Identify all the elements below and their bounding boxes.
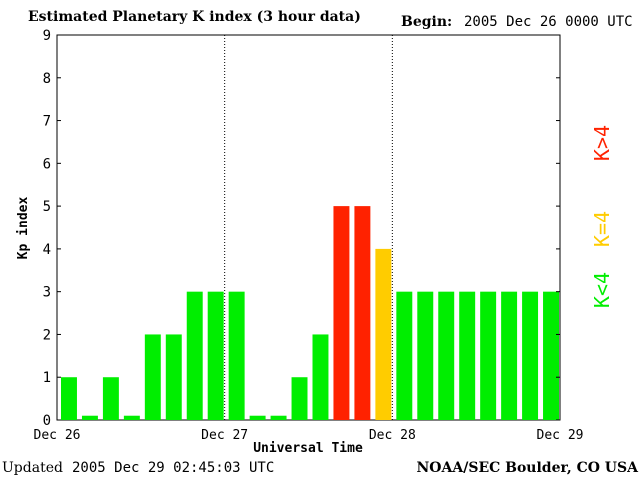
y-tick-label: 9 <box>43 28 51 44</box>
y-axis-label: Kp index <box>16 197 31 260</box>
kp-bar <box>61 377 77 420</box>
legend: K>4 K=4 K<4 <box>590 125 614 308</box>
kp-bar <box>291 377 308 420</box>
kp-bar <box>459 291 476 420</box>
kp-bar <box>228 291 245 420</box>
kp-bar <box>144 334 161 420</box>
y-tick-label: 8 <box>43 71 51 87</box>
plot-frame <box>56 34 561 421</box>
kp-bar <box>207 291 224 420</box>
x-tick-label: Dec 26 <box>34 428 81 443</box>
updated-label: Updated <box>2 460 63 476</box>
y-tick-label: 7 <box>43 114 51 130</box>
kp-bar <box>543 291 559 420</box>
legend-entry: K<4 <box>590 272 614 308</box>
kp-bar <box>249 415 266 420</box>
kp-bar <box>375 248 392 420</box>
updated-value: 2005 Dec 29 02:45:03 UTC <box>72 460 275 476</box>
kp-bar <box>270 415 287 420</box>
kp-bar <box>81 415 98 420</box>
begin-label: Begin: <box>401 14 453 30</box>
legend-entry: K=4 <box>590 211 614 247</box>
kp-bar <box>102 377 119 420</box>
chart-title: Estimated Planetary K index (3 hour data… <box>28 9 361 25</box>
kp-bar <box>438 291 455 420</box>
kp-bar <box>333 206 350 420</box>
y-tick-label: 5 <box>43 199 51 215</box>
kp-bar <box>354 206 371 420</box>
plot-area <box>56 34 561 421</box>
x-tick-label: Dec 27 <box>201 428 248 443</box>
kp-bar <box>312 334 329 420</box>
bars-group <box>61 206 559 420</box>
source-credit: NOAA/SEC Boulder, CO USA <box>416 460 639 476</box>
kp-bar <box>501 291 518 420</box>
y-tick-label: 2 <box>43 327 51 343</box>
y-tick-label: 4 <box>43 242 51 258</box>
kp-bar <box>186 291 203 420</box>
x-tick-label: Dec 29 <box>537 428 584 443</box>
y-tick-label: 3 <box>43 285 51 301</box>
kp-bar <box>480 291 497 420</box>
kp-bar <box>522 291 539 420</box>
x-axis: Dec 26 Dec 27 Dec 28 Dec 29 <box>34 428 584 443</box>
kp-bar <box>396 291 413 420</box>
y-tick-label: 0 <box>43 413 51 429</box>
x-axis-label: Universal Time <box>253 441 363 456</box>
y-tick-label: 6 <box>43 156 51 172</box>
begin-value: 2005 Dec 26 0000 UTC <box>464 14 633 30</box>
kp-bar <box>165 334 182 420</box>
kp-bar <box>123 415 140 420</box>
legend-entry: K>4 <box>590 125 614 161</box>
y-axis: 0 1 2 3 4 5 6 7 8 9 <box>43 28 560 429</box>
x-tick-label: Dec 28 <box>369 428 416 443</box>
y-tick-label: 1 <box>43 370 51 386</box>
kp-bar <box>417 291 434 420</box>
